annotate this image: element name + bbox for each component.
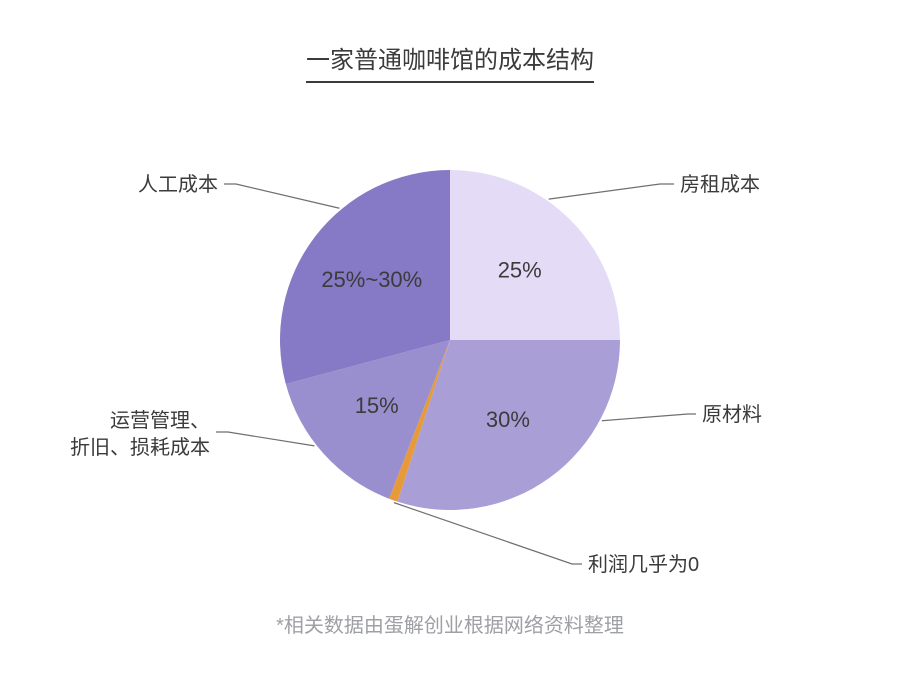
chart-footnote: *相关数据由蛋解创业根据网络资料整理 (276, 609, 624, 638)
label-labor: 人工成本 (138, 172, 218, 199)
slice-value-rent: 25% (498, 257, 542, 282)
slice-value-labor: 25%~30% (321, 267, 422, 292)
pie-slice-rent (450, 170, 620, 340)
slice-value-ops: 15% (355, 393, 399, 418)
slice-value-raw: 30% (486, 407, 530, 432)
label-profit: 利润几乎为0 (588, 552, 699, 579)
label-raw: 原材料 (702, 402, 762, 429)
label-ops: 运营管理、折旧、损耗成本 (70, 408, 210, 462)
chart-stage: 一家普通咖啡馆的成本结构 25%30%15%25%~30% 房租成本原材料利润几… (0, 0, 900, 674)
label-rent: 房租成本 (680, 172, 760, 199)
pie-chart: 25% 30% 15% 25%~30% (0, 0, 900, 674)
